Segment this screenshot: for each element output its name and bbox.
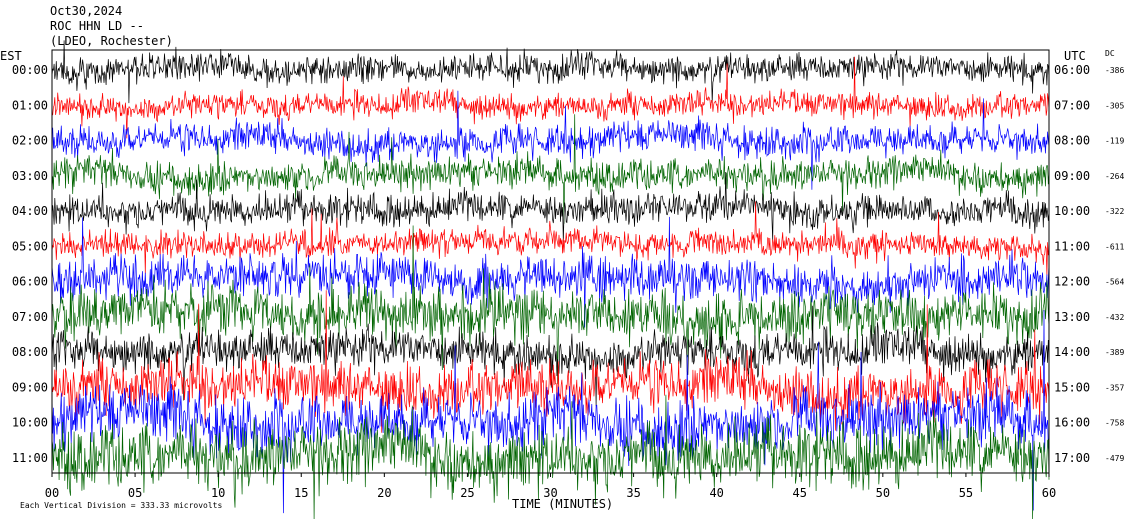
dc-offset-label: -564	[1105, 278, 1124, 287]
station-label: ROC HHN LD --	[50, 19, 144, 33]
trace-0700	[51, 225, 1050, 385]
utc-hour-label: 11:00	[1054, 239, 1090, 253]
est-hour-label: 03:00	[12, 169, 48, 183]
dc-offset-label: -386	[1105, 66, 1124, 75]
utc-hour-label: 17:00	[1054, 451, 1090, 465]
plot-frame	[51, 49, 1050, 474]
utc-hour-label: 10:00	[1054, 204, 1090, 218]
trace-0400	[51, 171, 1050, 243]
x-tick-label: 15	[294, 486, 308, 500]
dc-offset-label: -611	[1105, 242, 1124, 251]
dc-header-label: DC	[1105, 49, 1115, 58]
dc-offset-label: -264	[1105, 172, 1124, 181]
est-hour-label: 10:00	[12, 416, 48, 430]
x-tick-label: 40	[709, 486, 723, 500]
est-hour-label: 09:00	[12, 380, 48, 394]
dc-offset-label: -432	[1105, 313, 1124, 322]
x-tick-label: 35	[626, 486, 640, 500]
est-hour-label: 07:00	[12, 310, 48, 324]
utc-hour-labels: 06:00 07:00 08:00 09:00 10:00 11:00 12:00 13:00…	[1054, 63, 1090, 465]
network-label: (LDEO, Rochester)	[50, 34, 173, 48]
utc-hour-label: 06:00	[1054, 63, 1090, 77]
utc-axis-label: UTC	[1064, 49, 1086, 63]
x-tick-label: 30	[543, 486, 557, 500]
x-tick-label: 10	[211, 486, 225, 500]
dc-offset-label: -389	[1105, 348, 1124, 357]
x-tick-label: 05	[128, 486, 142, 500]
trace-0100	[51, 56, 1050, 139]
x-tick-label: 50	[876, 486, 890, 500]
utc-hour-label: 15:00	[1054, 380, 1090, 394]
est-hour-labels: 00:00 01:00 02:00 03:00 04:00 05:00 06:00 07:00…	[12, 63, 48, 465]
est-hour-label: 01:00	[12, 98, 48, 112]
dc-offset-label: -357	[1105, 383, 1124, 392]
utc-hour-label: 12:00	[1054, 275, 1090, 289]
seismic-traces	[51, 40, 1050, 519]
est-hour-label: 00:00	[12, 63, 48, 77]
x-tick-label: 60	[1042, 486, 1056, 500]
dc-offset-label: -119	[1105, 137, 1124, 146]
trace-0600	[51, 216, 1050, 328]
trace-0900	[51, 290, 1050, 433]
est-hour-label: 06:00	[12, 275, 48, 289]
utc-hour-label: 07:00	[1054, 98, 1090, 112]
est-hour-label: 05:00	[12, 239, 48, 253]
trace-0000	[51, 40, 1050, 104]
utc-hour-label: 13:00	[1054, 310, 1090, 324]
est-hour-label: 11:00	[12, 451, 48, 465]
dc-offset-label: -322	[1105, 207, 1124, 216]
trace-1000	[51, 309, 1050, 514]
x-tick-label: 55	[959, 486, 973, 500]
x-axis-title: TIME (MINUTES)	[512, 497, 613, 511]
dc-offset-label: -479	[1105, 454, 1124, 463]
trace-0800	[51, 305, 1050, 406]
est-axis-label: EST	[0, 49, 22, 63]
utc-hour-label: 08:00	[1054, 134, 1090, 148]
est-hour-label: 02:00	[12, 134, 48, 148]
x-tick-label: 00	[45, 486, 59, 500]
est-hour-label: 04:00	[12, 204, 48, 218]
dc-offset-labels: -386 -305 -119 -264 -322 -611 -564 -432 -389 -357…	[1105, 66, 1124, 463]
x-tick-label: 25	[460, 486, 474, 500]
scale-note: Each Vertical Division = 333.33 microvol…	[20, 501, 222, 510]
trace-0300	[51, 114, 1050, 224]
x-tick-label: 45	[793, 486, 807, 500]
dc-offset-label: -758	[1105, 419, 1124, 428]
dc-offset-label: -305	[1105, 101, 1124, 110]
date-label: Oct30,2024	[50, 4, 122, 18]
x-axis-ticks: 00 05 10 15 20 25 30 35 40 45 50 55 60	[45, 473, 1056, 500]
utc-hour-label: 16:00	[1054, 416, 1090, 430]
trace-0500	[51, 201, 1050, 276]
utc-hour-label: 09:00	[1054, 169, 1090, 183]
x-tick-label: 20	[377, 486, 391, 500]
utc-hour-label: 14:00	[1054, 345, 1090, 359]
est-hour-label: 08:00	[12, 345, 48, 359]
